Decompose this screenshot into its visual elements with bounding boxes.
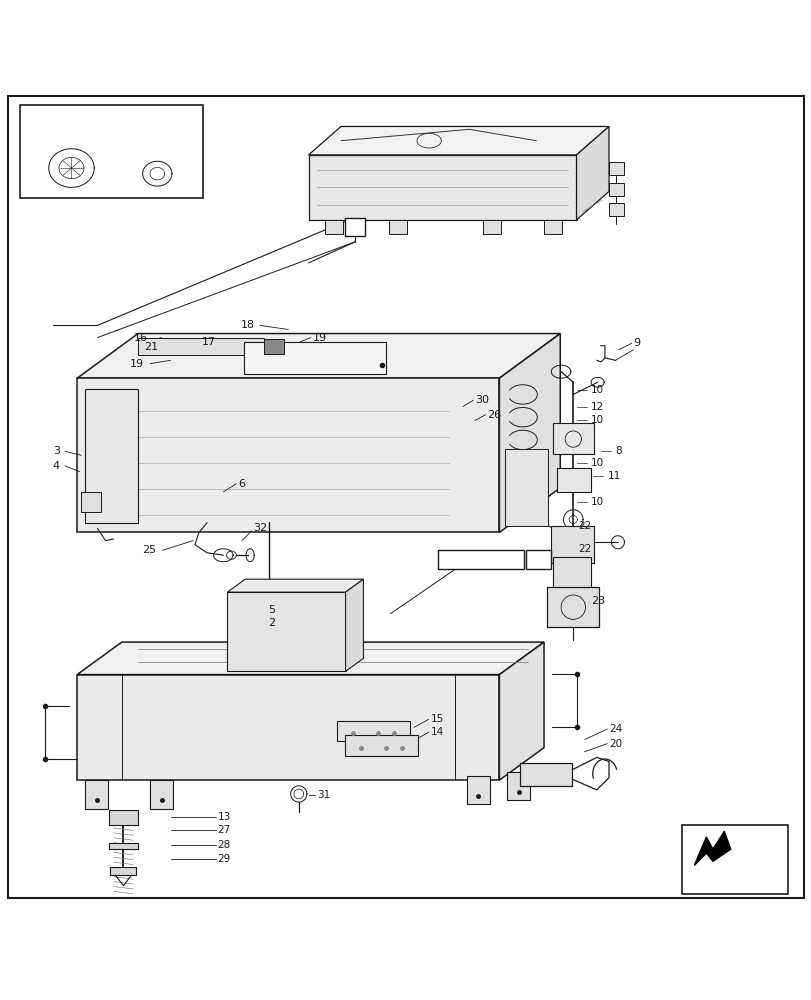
Bar	[345, 218, 365, 236]
Text: 18: 18	[241, 320, 255, 330]
Polygon shape	[550, 526, 593, 563]
Text: 20: 20	[608, 739, 621, 749]
Text: 10: 10	[590, 415, 603, 425]
Text: 17: 17	[201, 337, 215, 347]
Text: 13: 13	[217, 812, 230, 822]
Text: 32: 32	[253, 523, 267, 533]
Text: 30: 30	[474, 395, 488, 405]
Bar	[81, 492, 101, 512]
Bar	[85, 780, 108, 809]
Bar	[243, 342, 385, 374]
Polygon shape	[109, 843, 138, 849]
Bar	[85, 389, 138, 523]
Text: 15: 15	[430, 714, 443, 724]
Text: 23: 23	[590, 596, 604, 606]
Polygon shape	[109, 810, 138, 825]
Bar	[150, 780, 173, 809]
Bar	[20, 105, 203, 198]
Text: 10: 10	[590, 458, 603, 468]
Polygon shape	[77, 642, 543, 675]
Text: 16: 16	[134, 333, 148, 343]
Bar	[519, 763, 572, 786]
Text: 10: 10	[590, 497, 603, 507]
Text: 14: 14	[430, 727, 443, 737]
Text: 1.94.2/D: 1.94.2/D	[458, 554, 503, 564]
Bar	[482, 220, 500, 234]
Polygon shape	[552, 557, 590, 589]
Polygon shape	[138, 338, 264, 355]
Polygon shape	[308, 155, 576, 220]
Bar	[507, 772, 530, 800]
Bar	[438, 550, 523, 569]
Text: 28: 28	[217, 840, 230, 850]
Polygon shape	[547, 587, 599, 627]
Bar	[681, 825, 787, 894]
Text: 8: 8	[615, 446, 621, 456]
Text: 26: 26	[487, 410, 500, 420]
Polygon shape	[345, 579, 363, 671]
Polygon shape	[556, 468, 590, 492]
Text: 22: 22	[577, 521, 590, 531]
Text: 21: 21	[144, 342, 158, 352]
Bar	[264, 339, 284, 354]
Polygon shape	[308, 126, 608, 155]
Text: 25: 25	[142, 545, 156, 555]
Text: 24: 24	[608, 724, 621, 734]
Bar	[543, 220, 561, 234]
Polygon shape	[499, 334, 560, 532]
Text: 7: 7	[534, 554, 541, 564]
Text: 19: 19	[312, 333, 326, 343]
Text: 11: 11	[607, 471, 620, 481]
Text: 19: 19	[130, 359, 144, 369]
Polygon shape	[77, 378, 499, 532]
Polygon shape	[110, 867, 136, 875]
Text: 3: 3	[53, 446, 60, 456]
Polygon shape	[77, 675, 499, 780]
Polygon shape	[227, 579, 363, 592]
Text: 10: 10	[590, 385, 603, 395]
Polygon shape	[77, 334, 560, 378]
Text: 9: 9	[633, 338, 640, 348]
Bar	[345, 735, 418, 756]
Text: 1: 1	[351, 222, 358, 232]
Bar	[324, 220, 342, 234]
Text: 4: 4	[53, 461, 60, 471]
Polygon shape	[576, 126, 608, 220]
Bar	[466, 776, 489, 804]
Bar	[388, 220, 406, 234]
Text: 2: 2	[268, 618, 275, 628]
Bar	[608, 183, 623, 196]
Text: 29: 29	[217, 854, 230, 864]
Polygon shape	[693, 831, 730, 865]
Text: 31: 31	[316, 790, 329, 800]
Text: 22: 22	[577, 544, 590, 554]
Polygon shape	[499, 642, 543, 780]
Bar	[504, 449, 547, 526]
Text: 5: 5	[268, 605, 275, 615]
Polygon shape	[227, 592, 345, 671]
Bar	[608, 162, 623, 175]
Text: 12: 12	[590, 402, 603, 412]
Bar	[526, 550, 550, 569]
Bar	[337, 721, 410, 741]
Text: 6: 6	[238, 479, 245, 489]
Text: 27: 27	[217, 825, 230, 835]
Polygon shape	[552, 423, 593, 454]
Bar	[608, 203, 623, 216]
